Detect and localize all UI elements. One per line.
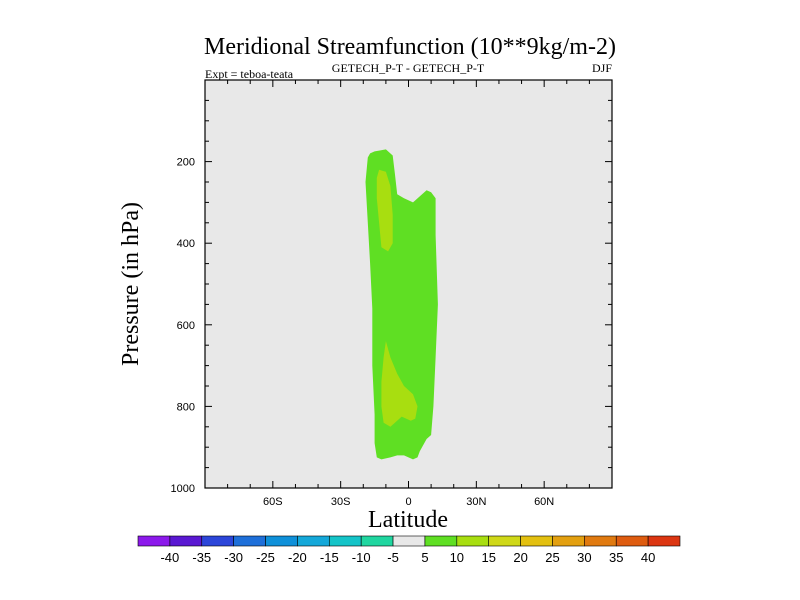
- colorbar-label: -25: [256, 550, 275, 565]
- colorbar-box: [265, 535, 298, 547]
- colorbar-box: [584, 535, 617, 547]
- colorbar-label: -10: [352, 550, 371, 565]
- colorbar-label: 5: [421, 550, 428, 565]
- y-ticks: 200 400 600 800 1000: [171, 99, 612, 495]
- colorbar-box: [520, 535, 553, 547]
- x-ticks: 60S 30S 0 30N 60N: [204, 80, 613, 508]
- colorbar-label: 40: [641, 550, 655, 565]
- colorbar-label: -5: [387, 550, 399, 565]
- colorbar-box: [615, 535, 649, 547]
- colorbar-label: -15: [320, 550, 339, 565]
- colorbar-label: 30: [577, 550, 591, 565]
- colorbar-box: [552, 535, 585, 547]
- expt-label: Expt = teboa-teata: [205, 67, 294, 81]
- colorbar-box: [360, 535, 394, 547]
- y-tick-label: 600: [177, 320, 195, 332]
- colorbar-label: 10: [450, 550, 464, 565]
- colorbar-box: [424, 535, 458, 547]
- colorbar-box: [392, 535, 426, 547]
- y-tick-label: 800: [177, 401, 195, 413]
- colorbar-label: -30: [224, 550, 243, 565]
- colorbar-box: [233, 535, 266, 547]
- x-tick-label: 0: [405, 496, 411, 508]
- model-label: GETECH_P-T - GETECH_P-T: [332, 61, 485, 75]
- x-tick-label: 60S: [263, 496, 283, 508]
- colorbar-box: [297, 535, 330, 547]
- colorbar-box: [201, 535, 234, 547]
- colorbar-label: 25: [545, 550, 559, 565]
- x-tick-label: 30S: [331, 496, 351, 508]
- colorbar-box: [647, 535, 681, 547]
- y-tick-label: 200: [177, 157, 195, 169]
- colorbar-label: 35: [609, 550, 623, 565]
- colorbar-label: -20: [288, 550, 307, 565]
- colorbar-box: [137, 535, 171, 547]
- colorbar-box: [328, 535, 362, 547]
- x-axis-label: Latitude: [368, 507, 448, 533]
- contour-region-2: [381, 341, 418, 427]
- colorbar: -40 -35 -30 -25 -20 -15 -10 -5 5 10 15 20 25 30 35 40: [137, 535, 681, 565]
- colorbar-box: [169, 535, 203, 547]
- contour-regions: [365, 149, 438, 460]
- season-label: DJF: [592, 61, 612, 75]
- colorbar-label: -35: [192, 550, 211, 565]
- y-axis-label: Pressure (in hPa): [118, 202, 144, 366]
- colorbar-label: 20: [513, 550, 527, 565]
- y-tick-label: 1000: [171, 483, 195, 495]
- colorbar-box: [488, 535, 521, 547]
- x-tick-label: 30N: [466, 496, 486, 508]
- x-tick-label: 60N: [534, 496, 554, 508]
- contour-region-1: [376, 169, 393, 252]
- colorbar-label: -40: [160, 550, 179, 565]
- colorbar-box: [456, 535, 490, 547]
- colorbar-label: 15: [481, 550, 495, 565]
- y-tick-label: 400: [177, 238, 195, 250]
- chart-title: Meridional Streamfunction (10**9kg/m-2): [204, 34, 616, 60]
